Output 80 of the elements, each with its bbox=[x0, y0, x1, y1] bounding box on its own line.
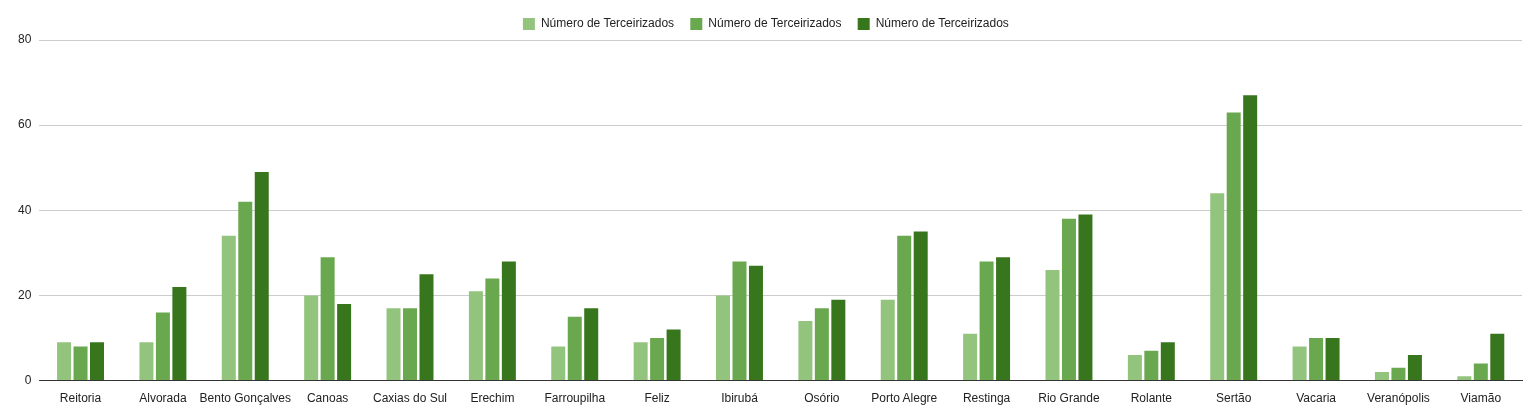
bar bbox=[1391, 367, 1406, 381]
x-tick-label: Osório bbox=[804, 391, 840, 406]
x-tick-label: Feliz bbox=[644, 391, 670, 406]
bar bbox=[1160, 342, 1175, 381]
bar bbox=[979, 261, 994, 381]
bar bbox=[666, 329, 681, 381]
x-tick-label: Porto Alegre bbox=[871, 391, 938, 406]
bar bbox=[155, 312, 170, 381]
bar bbox=[1325, 338, 1340, 381]
bar bbox=[1144, 350, 1159, 381]
bar bbox=[1490, 333, 1505, 381]
bar bbox=[584, 308, 599, 381]
x-tick-label: Alvorada bbox=[139, 391, 187, 406]
y-tick-label: 20 bbox=[17, 287, 32, 302]
x-tick-label: Farroupilha bbox=[544, 391, 606, 406]
bar bbox=[633, 342, 648, 381]
bar bbox=[1457, 376, 1472, 381]
bar bbox=[831, 299, 846, 381]
bar bbox=[1210, 193, 1225, 381]
x-tick-label: Restinga bbox=[962, 391, 1011, 406]
bar bbox=[913, 231, 928, 381]
bar bbox=[304, 295, 319, 381]
bar bbox=[996, 257, 1011, 381]
bar bbox=[963, 333, 978, 381]
x-tick-label: Bento Gonçalves bbox=[199, 391, 291, 406]
bar bbox=[551, 346, 566, 381]
bar bbox=[897, 235, 912, 381]
bar bbox=[1407, 355, 1422, 381]
bar bbox=[567, 316, 582, 381]
y-tick-label: 60 bbox=[17, 117, 32, 132]
x-tick-label: Rolante bbox=[1130, 391, 1173, 406]
legend-label: Número de Terceirizados bbox=[875, 16, 1009, 31]
x-tick-label: Viamão bbox=[1460, 391, 1502, 406]
bar bbox=[1309, 338, 1324, 381]
bar bbox=[1292, 346, 1307, 381]
bar bbox=[403, 308, 418, 381]
bar bbox=[1226, 112, 1241, 381]
x-tick-label: Sertão bbox=[1216, 391, 1252, 406]
x-tick-label: Caxias do Sul bbox=[372, 391, 448, 406]
bar bbox=[1374, 372, 1389, 381]
bar bbox=[732, 261, 747, 381]
bar bbox=[419, 274, 434, 381]
y-tick-label: 0 bbox=[24, 372, 32, 387]
bar bbox=[501, 261, 516, 381]
bar bbox=[468, 291, 483, 381]
bar bbox=[57, 342, 72, 381]
bar bbox=[814, 308, 829, 381]
bar bbox=[90, 342, 105, 381]
bar bbox=[650, 338, 665, 381]
bar bbox=[386, 308, 401, 381]
bar bbox=[880, 299, 895, 381]
y-tick-label: 40 bbox=[17, 202, 32, 217]
bar bbox=[1127, 355, 1142, 381]
x-tick-label: Reitoria bbox=[59, 391, 102, 406]
x-tick-label: Vacaria bbox=[1296, 391, 1337, 406]
x-tick-label: Erechim bbox=[470, 391, 515, 406]
bar bbox=[172, 286, 187, 381]
bar bbox=[748, 265, 763, 381]
x-tick-label: Canoas bbox=[306, 391, 349, 406]
bar bbox=[1243, 95, 1258, 381]
legend-label: Número de Terceirizados bbox=[708, 16, 842, 31]
bar bbox=[1078, 214, 1093, 381]
bar bbox=[1045, 269, 1060, 381]
legend-label: Número de Terceirizados bbox=[540, 16, 675, 31]
bar bbox=[254, 171, 269, 381]
x-tick-label: Ibirubá bbox=[721, 391, 759, 406]
bar bbox=[337, 303, 352, 381]
bar bbox=[798, 321, 813, 381]
bar bbox=[1061, 218, 1076, 381]
bar bbox=[238, 201, 253, 381]
bar bbox=[320, 257, 335, 381]
bar bbox=[139, 342, 154, 381]
bar bbox=[221, 235, 236, 381]
x-tick-label: Rio Grande bbox=[1038, 391, 1100, 406]
x-tick-label: Veranópolis bbox=[1367, 391, 1430, 406]
bar bbox=[1473, 363, 1488, 381]
y-tick-label: 80 bbox=[17, 32, 32, 47]
bar bbox=[716, 295, 731, 381]
bar bbox=[73, 346, 88, 381]
bar bbox=[485, 278, 500, 381]
